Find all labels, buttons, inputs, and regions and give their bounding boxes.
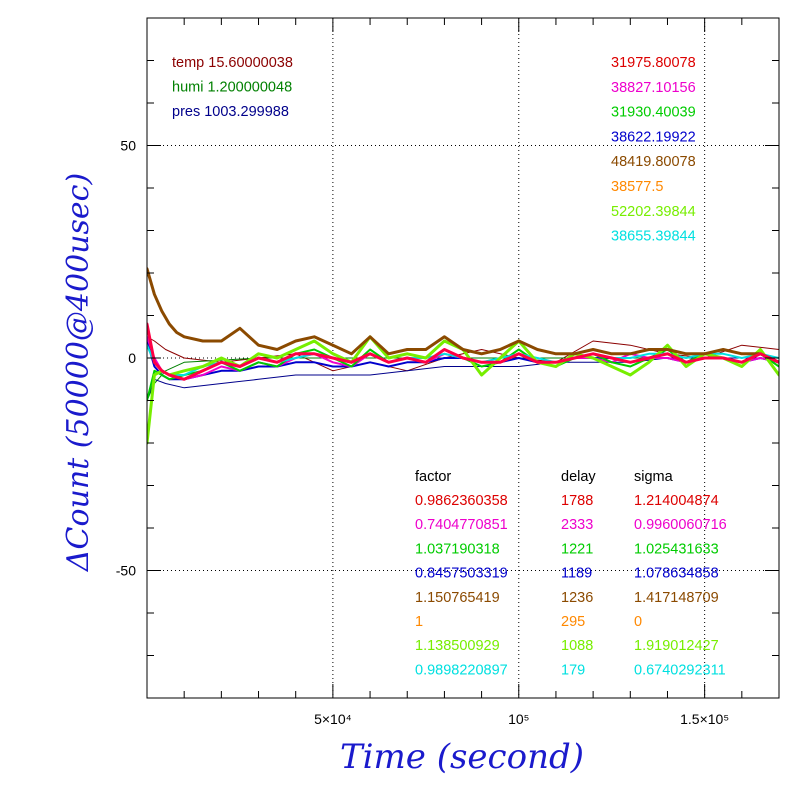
- table-header: factor: [415, 469, 451, 485]
- env-reading: pres 1003.299988: [172, 104, 289, 120]
- x-tick-label: 5×10⁴: [314, 711, 352, 727]
- series-values-list: 31975.80078 38827.10156 31930.40039 38622.1…: [611, 55, 696, 245]
- y-tick-label: 0: [128, 350, 136, 366]
- table-cell: 0.9960060716: [634, 517, 727, 533]
- x-tick-label: 1.5×10⁵: [680, 711, 729, 727]
- series-value: 38622.19922: [611, 129, 696, 145]
- series-line-9: [147, 267, 779, 364]
- table-cell: 1.037190318: [415, 541, 500, 557]
- environment-readings: temp 15.60000038 humi 1.200000048 pres 100…: [172, 55, 293, 120]
- table-header: delay: [561, 469, 596, 485]
- y-axis-title: ΔCount (50000@400usec): [61, 173, 96, 572]
- series-line-10: [147, 322, 779, 381]
- table-header: sigma: [634, 469, 674, 485]
- series-value: 38655.39844: [611, 229, 696, 245]
- table-cell: 1788: [561, 493, 593, 509]
- x-tick-label: 10⁵: [508, 711, 529, 727]
- table-cell: 1221: [561, 541, 593, 557]
- axis-ticks: [147, 18, 779, 698]
- table-cell: 179: [561, 662, 585, 678]
- env-reading: humi 1.200000048: [172, 80, 292, 96]
- table-cell: 1: [415, 614, 423, 630]
- series-value: 38827.10156: [611, 80, 696, 96]
- series-value: 31930.40039: [611, 105, 696, 121]
- table-cell: 1189: [561, 566, 592, 582]
- series-value: 38577.5: [611, 179, 663, 195]
- table-cell: 0.8457503319: [415, 566, 508, 582]
- y-tick-label: -50: [116, 563, 136, 579]
- table-cell: 0.7404770851: [415, 517, 508, 533]
- table-cell: 1.138500929: [415, 638, 500, 654]
- table-cell: 1.025431633: [634, 541, 719, 557]
- parameter-table: factor delay sigma 0.9862360358 1788 1.214004…: [415, 469, 727, 678]
- tick-labels: 5×10⁴ 10⁵ 1.5×10⁵ 50 0 -50: [116, 138, 729, 728]
- table-cell: 1.150765419: [415, 590, 500, 606]
- table-cell: 0: [634, 614, 642, 630]
- series-line-8: [147, 335, 779, 445]
- table-cell: 1.214004874: [634, 493, 719, 509]
- y-tick-label: 50: [120, 138, 136, 154]
- series-lines: [147, 267, 779, 445]
- table-cell: 0.9898220897: [415, 662, 508, 678]
- series-value: 48419.80078: [611, 154, 696, 170]
- table-cell: 1.417148709: [634, 590, 719, 606]
- table-cell: 1.078634858: [634, 566, 719, 582]
- x-axis-title: Time (second): [340, 737, 584, 777]
- series-value: 31975.80078: [611, 55, 696, 71]
- table-cell: 0.6740292311: [634, 662, 726, 678]
- series-value: 52202.39844: [611, 204, 696, 220]
- table-cell: 1088: [561, 638, 593, 654]
- table-cell: 1236: [561, 590, 593, 606]
- env-reading: temp 15.60000038: [172, 55, 293, 71]
- table-cell: 0.9862360358: [415, 493, 508, 509]
- table-cell: 2333: [561, 517, 593, 533]
- table-cell: 295: [561, 614, 585, 630]
- table-cell: 1.919012427: [634, 638, 719, 654]
